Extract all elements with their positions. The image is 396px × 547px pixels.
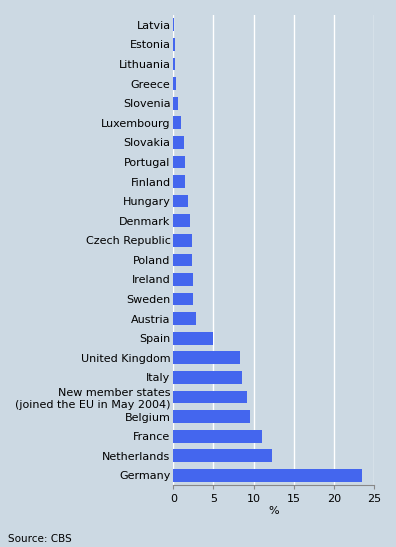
Bar <box>173 155 185 168</box>
Bar <box>173 293 193 305</box>
Bar <box>173 77 176 90</box>
Bar <box>173 410 250 423</box>
Bar <box>173 391 247 403</box>
X-axis label: %: % <box>268 505 279 516</box>
Bar <box>173 371 242 384</box>
Text: Source: CBS: Source: CBS <box>8 534 72 544</box>
Bar <box>173 57 175 71</box>
Bar <box>173 38 175 51</box>
Bar <box>173 469 362 482</box>
Bar <box>173 273 192 286</box>
Bar <box>173 312 196 325</box>
Bar <box>173 332 213 345</box>
Bar <box>173 253 192 266</box>
Bar <box>173 214 190 227</box>
Bar <box>173 175 185 188</box>
Bar <box>173 136 184 149</box>
Bar <box>173 97 178 109</box>
Bar <box>173 234 192 247</box>
Bar <box>173 430 262 443</box>
Bar <box>173 352 240 364</box>
Bar <box>173 117 181 129</box>
Bar <box>173 19 174 31</box>
Bar <box>173 450 272 462</box>
Bar <box>173 195 188 207</box>
